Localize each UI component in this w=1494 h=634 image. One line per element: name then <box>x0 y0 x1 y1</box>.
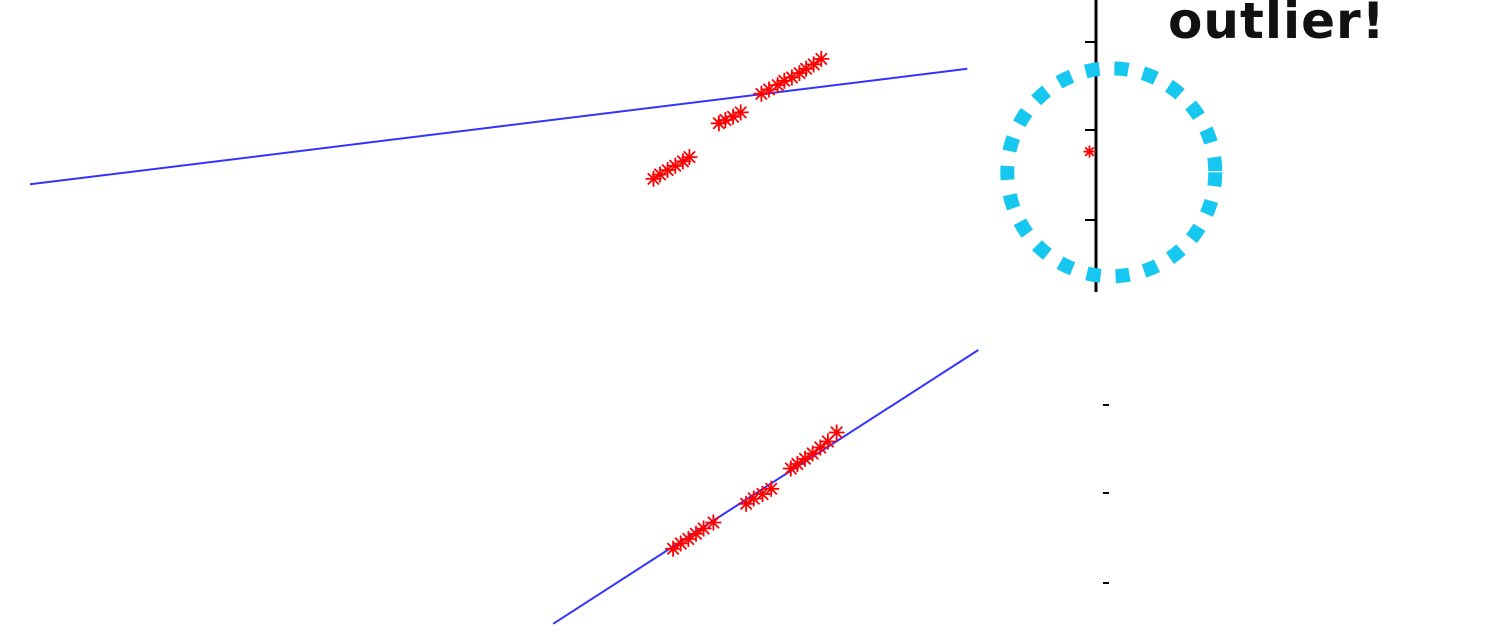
fit-line <box>29 67 968 186</box>
marker-stroke <box>666 542 680 556</box>
marker-stroke <box>1084 146 1095 157</box>
fit-line <box>552 349 979 625</box>
data-point-marker <box>732 104 749 121</box>
data-point-marker <box>1083 145 1096 158</box>
data-point-marker <box>680 531 697 547</box>
marker-stroke <box>683 150 696 164</box>
marker-stroke <box>682 532 695 546</box>
data-point-marker <box>667 157 684 174</box>
data-point-marker <box>645 170 662 187</box>
data-point-marker <box>695 520 712 537</box>
data-point-marker <box>769 77 786 94</box>
marker-stroke <box>756 487 769 501</box>
marker-stroke <box>830 426 843 439</box>
data-point-marker <box>705 514 722 531</box>
data-point-marker <box>753 85 770 102</box>
marker-stroke <box>807 58 821 71</box>
data-point-marker <box>805 56 822 73</box>
data-point-marker <box>813 50 830 67</box>
data-point-marker <box>745 490 762 507</box>
marker-stroke <box>806 447 819 460</box>
top-plot-panel <box>29 0 1223 292</box>
bottom-plot-panel <box>552 349 1109 625</box>
data-point-marker <box>763 480 780 497</box>
outlier-highlight-circle <box>1000 61 1223 284</box>
marker-stroke <box>764 482 778 496</box>
marker-stroke <box>815 52 828 66</box>
data-point-marker <box>659 162 676 179</box>
data-point-marker <box>828 424 845 441</box>
data-point-marker <box>754 486 771 502</box>
marker-stroke <box>697 522 710 535</box>
data-point-marker <box>681 149 698 166</box>
marker-stroke <box>707 516 720 529</box>
marker-stroke <box>798 452 812 466</box>
marker-stroke <box>739 497 753 511</box>
marker-stroke <box>689 527 703 541</box>
marker-stroke <box>791 457 804 471</box>
marker-stroke <box>734 106 747 119</box>
marker-stroke <box>813 441 827 454</box>
outlier-callout-label: outlier! <box>1168 0 1386 50</box>
